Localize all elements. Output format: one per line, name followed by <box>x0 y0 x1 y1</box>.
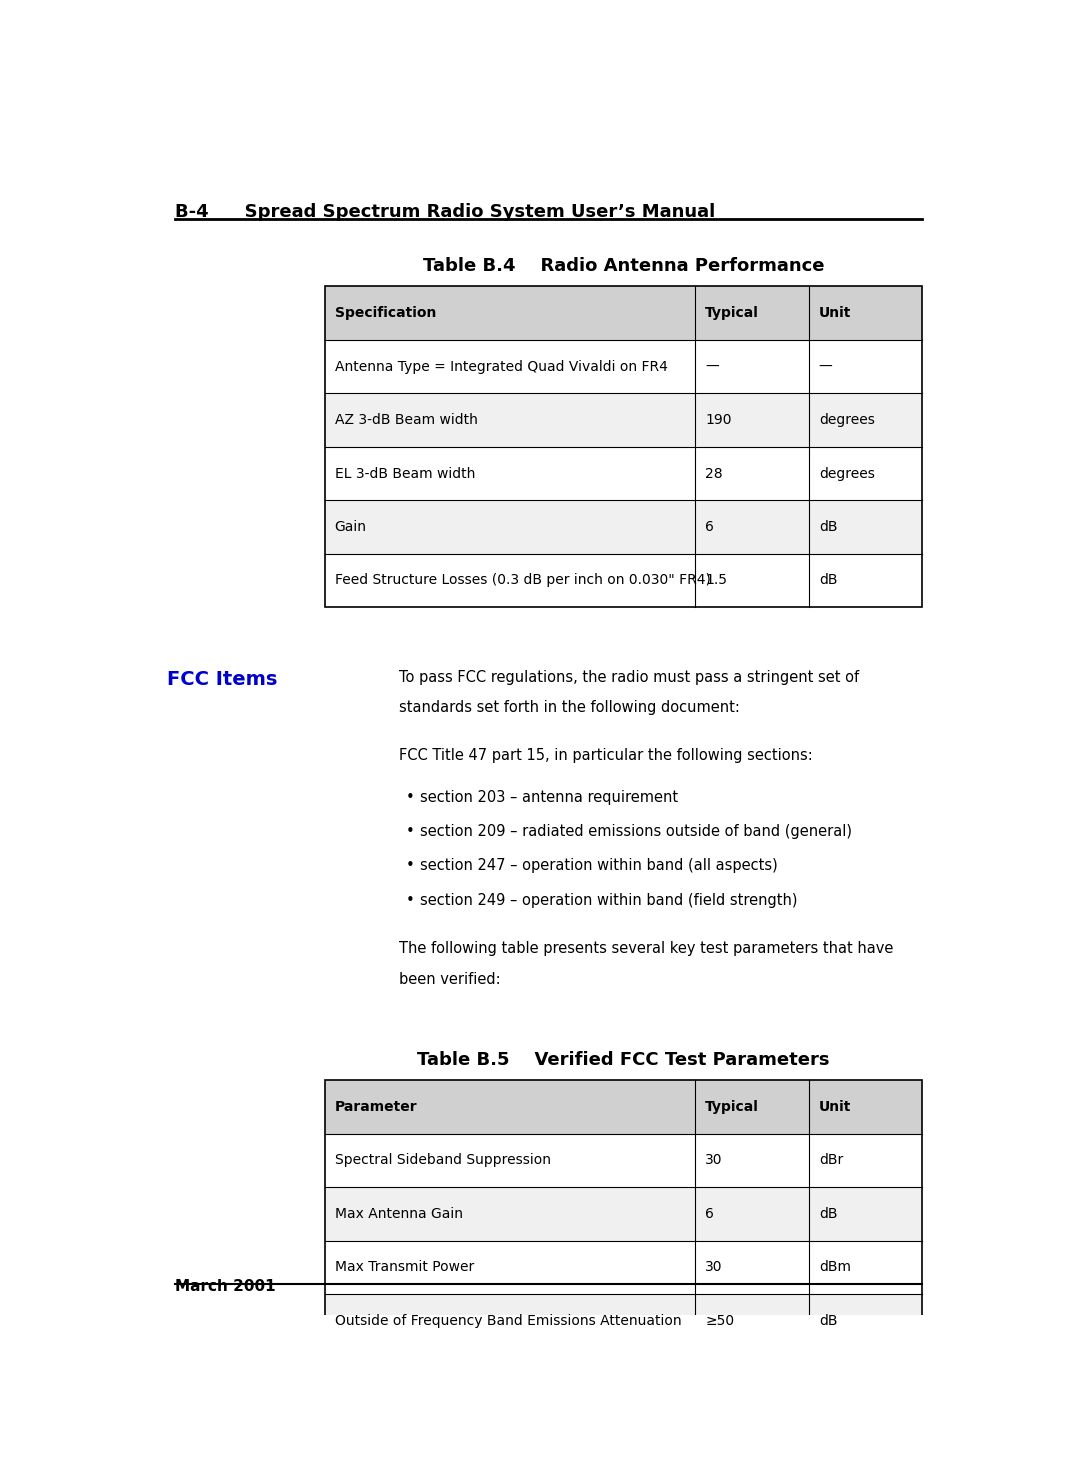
Text: degrees: degrees <box>819 414 875 427</box>
Text: dB: dB <box>819 520 838 535</box>
Bar <box>325 393 922 446</box>
Text: Typical: Typical <box>706 1100 759 1114</box>
Text: dB: dB <box>819 1207 838 1221</box>
Text: 28: 28 <box>706 467 723 480</box>
Text: AZ 3-dB Beam width: AZ 3-dB Beam width <box>335 414 478 427</box>
Text: 30: 30 <box>706 1154 723 1167</box>
Bar <box>325 287 922 607</box>
Bar <box>325 1188 922 1241</box>
Text: 6: 6 <box>706 1207 714 1221</box>
Text: Antenna Type = Integrated Quad Vivaldi on FR4: Antenna Type = Integrated Quad Vivaldi o… <box>335 359 667 374</box>
Text: •: • <box>405 790 414 805</box>
Text: section 249 – operation within band (field strength): section 249 – operation within band (fie… <box>420 892 798 907</box>
Text: Specification: Specification <box>335 306 436 321</box>
Text: —: — <box>706 359 719 374</box>
Text: dB: dB <box>819 573 838 588</box>
Text: —: — <box>819 359 832 374</box>
Bar <box>325 446 922 501</box>
Bar <box>325 1080 922 1347</box>
Text: Unit: Unit <box>819 306 851 321</box>
Text: section 247 – operation within band (all aspects): section 247 – operation within band (all… <box>420 858 778 873</box>
Text: standards set forth in the following document:: standards set forth in the following doc… <box>399 700 740 715</box>
Text: FCC Items: FCC Items <box>167 669 277 688</box>
Text: Max Antenna Gain: Max Antenna Gain <box>335 1207 463 1221</box>
Text: March 2001: March 2001 <box>176 1279 276 1294</box>
Text: Unit: Unit <box>819 1100 851 1114</box>
Bar <box>325 554 922 607</box>
Text: The following table presents several key test parameters that have: The following table presents several key… <box>399 941 894 957</box>
Text: Parameter: Parameter <box>335 1100 418 1114</box>
Text: dBm: dBm <box>819 1260 850 1275</box>
Text: section 203 – antenna requirement: section 203 – antenna requirement <box>420 790 678 805</box>
Bar <box>325 340 922 393</box>
Text: ≥50: ≥50 <box>706 1313 735 1328</box>
Bar <box>325 1080 922 1134</box>
Bar <box>325 1294 922 1347</box>
Text: EL 3-dB Beam width: EL 3-dB Beam width <box>335 467 476 480</box>
Text: 6: 6 <box>706 520 714 535</box>
Text: section 209 – radiated emissions outside of band (general): section 209 – radiated emissions outside… <box>420 824 853 839</box>
Text: 30: 30 <box>706 1260 723 1275</box>
Text: dB: dB <box>819 1313 838 1328</box>
Text: Typical: Typical <box>706 306 759 321</box>
Bar <box>325 501 922 554</box>
Text: B-4  Spread Spectrum Radio System User’s Manual: B-4 Spread Spectrum Radio System User’s … <box>176 204 715 222</box>
Text: Max Transmit Power: Max Transmit Power <box>335 1260 474 1275</box>
Bar <box>325 287 922 340</box>
Text: 1.5: 1.5 <box>706 573 727 588</box>
Text: FCC Title 47 part 15, in particular the following sections:: FCC Title 47 part 15, in particular the … <box>399 749 813 764</box>
Text: •: • <box>405 824 414 839</box>
Text: To pass FCC regulations, the radio must pass a stringent set of: To pass FCC regulations, the radio must … <box>399 669 860 685</box>
Text: Outside of Frequency Band Emissions Attenuation: Outside of Frequency Band Emissions Atte… <box>335 1313 681 1328</box>
Text: Gain: Gain <box>335 520 366 535</box>
Text: Table B.4    Radio Antenna Performance: Table B.4 Radio Antenna Performance <box>423 257 825 275</box>
Text: •: • <box>405 858 414 873</box>
Text: Feed Structure Losses (0.3 dB per inch on 0.030" FR4): Feed Structure Losses (0.3 dB per inch o… <box>335 573 711 588</box>
Text: Table B.5    Verified FCC Test Parameters: Table B.5 Verified FCC Test Parameters <box>418 1050 830 1069</box>
Text: Spectral Sideband Suppression: Spectral Sideband Suppression <box>335 1154 550 1167</box>
Text: degrees: degrees <box>819 467 875 480</box>
Text: been verified:: been verified: <box>399 972 501 987</box>
Bar <box>325 1134 922 1188</box>
Text: •: • <box>405 892 414 907</box>
Bar <box>325 1241 922 1294</box>
Text: dBr: dBr <box>819 1154 843 1167</box>
Text: 190: 190 <box>706 414 731 427</box>
